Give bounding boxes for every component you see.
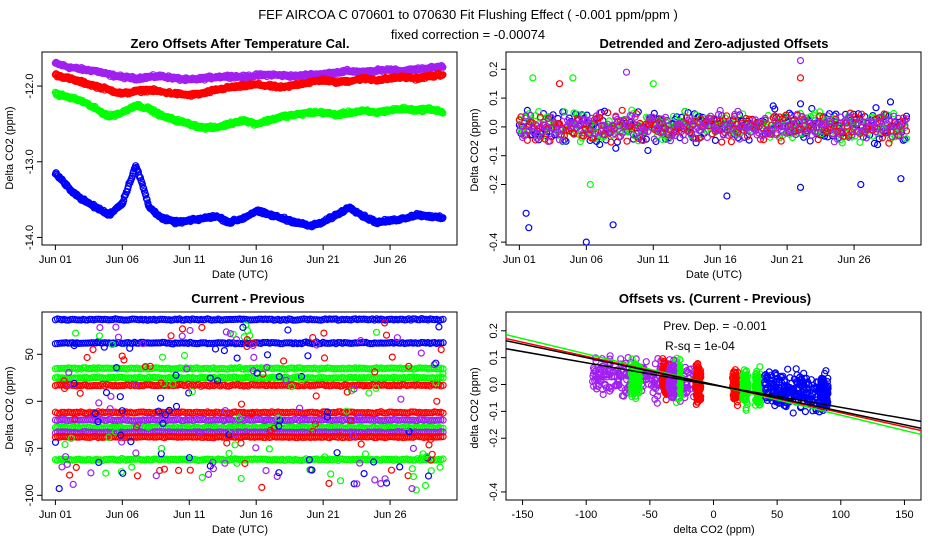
- y-tick-label: -0.1: [488, 146, 500, 165]
- x-tick-label: Jun 26: [838, 254, 871, 266]
- panel-title: Detrended and Zero-adjusted Offsets: [600, 36, 829, 51]
- y-axis-label: Delta CO2 (ppm): [4, 106, 16, 189]
- blue-outlier: [609, 221, 617, 229]
- y-axis-label: Delta CO2 (ppm): [469, 108, 481, 191]
- x-tick-label: Jun 26: [374, 254, 407, 266]
- x-tick-label: Jun 06: [106, 509, 139, 521]
- x-axis-label: Date (UTC): [686, 269, 742, 281]
- x-tick-label: Jun 11: [637, 254, 669, 266]
- y-tick-label: 0.1: [488, 90, 500, 105]
- y-tick-label: -50: [24, 440, 36, 456]
- blue-point: [596, 140, 604, 149]
- y-tick-label: -100: [24, 484, 36, 506]
- x-tick-label: Jun 16: [240, 509, 273, 521]
- blue-point: [439, 214, 447, 222]
- blue-point: [140, 184, 148, 192]
- blue-point: [872, 104, 880, 112]
- y-tick-label: 0: [24, 398, 36, 404]
- blue-point: [128, 172, 136, 180]
- purple-outlier: [622, 68, 631, 76]
- blue-outlier: [796, 183, 805, 191]
- blue-point: [138, 180, 146, 188]
- y-tick-label: -13.0: [24, 149, 36, 174]
- x-tick-label: Jun 06: [570, 254, 603, 266]
- panel-title: Current - Previous: [191, 291, 304, 306]
- blue-point: [120, 196, 128, 204]
- purple-point: [439, 63, 447, 71]
- x-tick-label: Jun 16: [240, 254, 273, 266]
- blue-outlier: [857, 180, 865, 189]
- y-tick-label: -12.0: [24, 74, 36, 99]
- blue-point: [142, 191, 150, 199]
- blue-point: [886, 98, 895, 106]
- green-outlier: [529, 74, 537, 82]
- blue-outlier: [522, 209, 530, 217]
- x-tick-label: Jun 21: [307, 254, 340, 266]
- y-tick-label: -0.2: [488, 175, 500, 194]
- x-tick-label: Jun 21: [771, 254, 804, 266]
- purple-outlier: [796, 56, 805, 65]
- y-axis-label: Delta CO2 (ppm): [4, 366, 16, 449]
- x-tick-label: Jun 11: [173, 254, 205, 266]
- red-point: [727, 138, 736, 146]
- panel-title: Zero Offsets After Temperature Cal.: [131, 36, 350, 51]
- x-tick-label: Jun 26: [374, 509, 407, 521]
- x-tick-label: Jun 06: [106, 254, 139, 266]
- blue-point: [136, 174, 144, 182]
- figure-subtitle: fixed correction = -0.00074: [391, 27, 545, 42]
- blue-point: [650, 109, 658, 118]
- blue-outlier: [525, 224, 533, 232]
- x-tick-label: Jun 01: [39, 509, 72, 521]
- purple-point: [703, 133, 711, 142]
- x-axis-label: Date (UTC): [212, 524, 268, 536]
- blue-outlier: [582, 238, 590, 246]
- y-tick-label: -0.4: [488, 233, 500, 252]
- red-point: [618, 106, 626, 114]
- green-point: [576, 138, 585, 146]
- green-outlier: [569, 74, 577, 82]
- panel-zero-offsets: Zero Offsets After Temperature Cal. Date…: [4, 36, 458, 281]
- panel-current-previous: Current - Previous Date (UTC) Delta CO2 …: [4, 291, 458, 536]
- figure-title: FEF AIRCOA C 070601 to 070630 Fit Flushi…: [258, 7, 678, 22]
- y-tick-label: 0.0: [488, 119, 500, 134]
- plot-frame: [41, 51, 458, 246]
- x-tick-label: Jun 01: [503, 254, 536, 266]
- x-tick-label: Jun 11: [173, 509, 205, 521]
- blue-point: [612, 144, 620, 152]
- plot-area: Jun 01 Jun 06 Jun 11 Jun 16 Jun 21 Jun 26 -100…: [24, 311, 458, 521]
- red-point: [439, 71, 447, 79]
- blue-outlier: [723, 192, 731, 200]
- y-tick-label: -14.0: [24, 225, 36, 250]
- x-tick-label: Jun 01: [39, 254, 72, 266]
- green-point: [856, 138, 864, 146]
- blue-point: [745, 136, 753, 144]
- plot-area: Jun 01 Jun 06 Jun 11 Jun 16 Jun 21 Jun 26 -0.4…: [488, 51, 922, 266]
- blue-point: [642, 135, 650, 143]
- plot-area: Jun 01 Jun 06 Jun 11 Jun 16 Jun 21 Jun 26 -14.…: [24, 51, 458, 266]
- panel-detrended-offsets: Detrended and Zero-adjusted Offsets Date…: [469, 36, 922, 281]
- green-outlier: [649, 80, 657, 88]
- green-outlier: [586, 180, 594, 189]
- x-tick-label: Jun 16: [704, 254, 737, 266]
- red-outlier: [555, 80, 564, 88]
- y-tick-label: 0.2: [488, 62, 500, 77]
- blue-point: [711, 136, 720, 144]
- red-point: [623, 137, 631, 145]
- x-tick-label: Jun 21: [307, 509, 340, 521]
- y-tick-label: 50: [24, 348, 36, 360]
- plot-frame: [505, 51, 922, 246]
- red-outlier: [796, 74, 805, 82]
- blue-point: [806, 137, 814, 145]
- blue-outlier: [897, 175, 905, 183]
- red-point: [718, 138, 726, 146]
- blue-point: [644, 146, 652, 155]
- purple-point: [681, 136, 689, 145]
- blue-point: [796, 100, 805, 108]
- x-axis-label: Date (UTC): [212, 269, 268, 281]
- green-point: [439, 109, 447, 117]
